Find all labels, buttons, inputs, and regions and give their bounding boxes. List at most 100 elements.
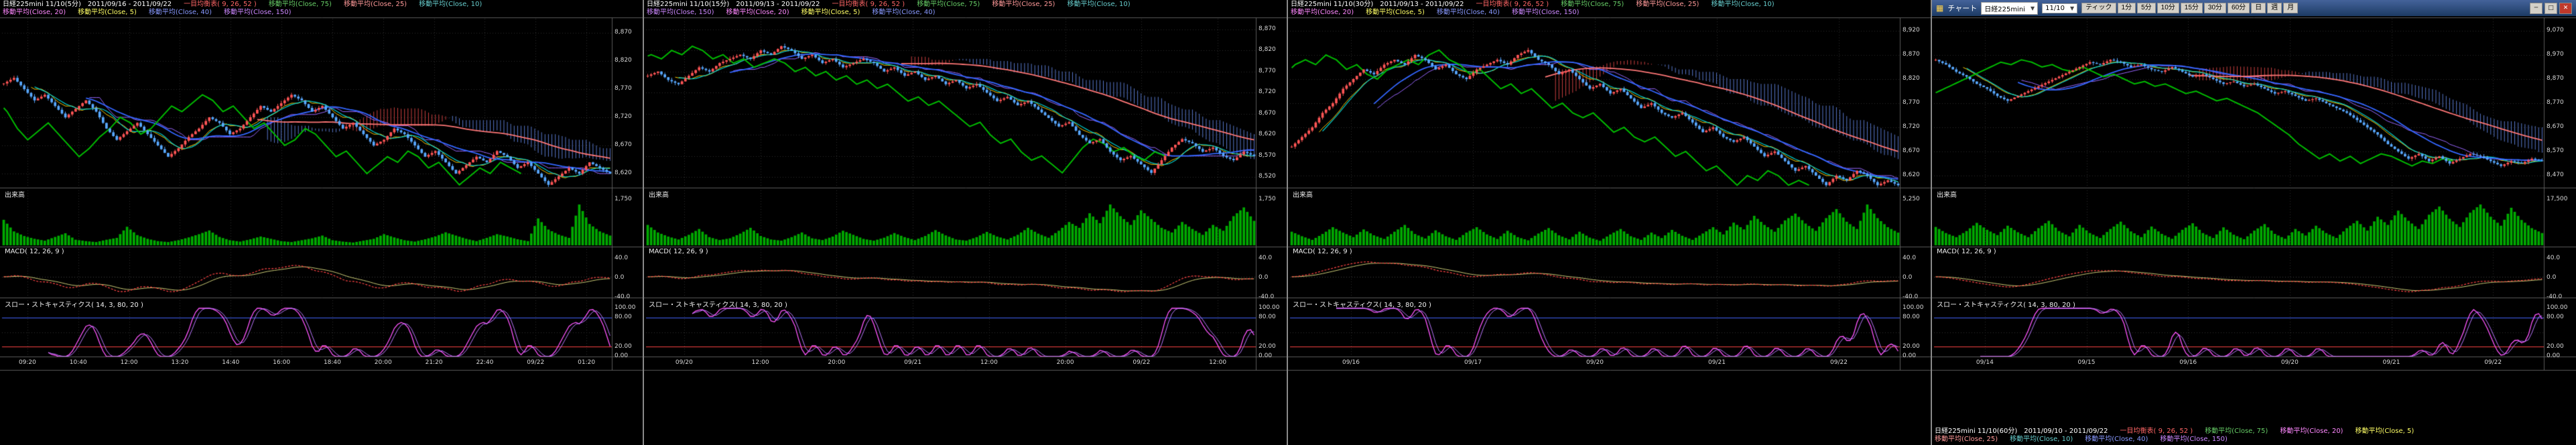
window-titlebar: ▦ チャート 日経225mini ▼ 11/10 ▼ ティック1分5分10分15… (1932, 0, 2576, 16)
time-axis-label: 10:40 (70, 359, 87, 366)
chart-panel-60min: ▦ チャート 日経225mini ▼ 11/10 ▼ ティック1分5分10分15… (1932, 0, 2576, 445)
price-axis-label: 9,070 (2547, 27, 2564, 34)
stoch-axis-label: 20.00 (1903, 343, 1920, 350)
contract-select[interactable]: 11/10 ▼ (2042, 3, 2077, 13)
stoch-axis-label: 20.00 (1259, 343, 1276, 350)
stoch-axis-label: 80.00 (1259, 314, 1276, 320)
period-button-4[interactable]: 15分 (2181, 3, 2203, 13)
price-chart-canvas-5min[interactable] (0, 0, 644, 445)
indicator-label: 一目均衡表( 9, 26, 52 ) (2120, 428, 2193, 435)
macd-section-label: MACD( 12, 26, 9 ) (1937, 248, 1996, 255)
period-button-3[interactable]: 10分 (2157, 3, 2179, 13)
period-button-7[interactable]: 日 (2251, 3, 2266, 13)
macd-section-label: MACD( 12, 26, 9 ) (649, 248, 708, 255)
time-axis-label: 20:00 (375, 359, 392, 366)
time-axis-label: 09/16 (1342, 359, 1360, 366)
indicator-label: 移動平均(Close, 75) (269, 1, 332, 8)
period-button-6[interactable]: 60分 (2228, 3, 2250, 13)
indicator-label: 移動平均(Close, 5) (78, 9, 137, 16)
chart-header: 日経225mini 11/10(5分) 2011/09/16 - 2011/09… (3, 1, 494, 17)
stoch-axis-label: 100.00 (1259, 304, 1280, 311)
time-axis-label: 09/20 (2281, 359, 2299, 366)
indicator-label: 一目均衡表( 9, 26, 52 ) (832, 1, 905, 8)
symbol-select[interactable]: 日経225mini ▼ (1981, 2, 2038, 15)
price-chart-canvas-30min[interactable] (1288, 0, 1932, 445)
indicator-label: 移動平均(Close, 10) (1711, 1, 1774, 8)
time-axis-label: 09/17 (1464, 359, 1482, 366)
stoch-axis-label: 20.00 (615, 343, 632, 350)
indicator-label: 移動平均(Close, 25) (992, 1, 1055, 8)
macd-section-label: MACD( 12, 26, 9 ) (5, 248, 64, 255)
period-button-group: ティック1分5分10分15分30分60分日週月 (2081, 3, 2298, 13)
stoch-axis-label: 100.00 (2547, 304, 2568, 311)
price-axis-label: 8,620 (1903, 172, 1920, 178)
stochastics-section-label: スロー・ストキャスティクス( 14, 3, 80, 20 ) (649, 299, 787, 309)
price-axis-label: 8,720 (615, 113, 632, 120)
price-axis-label: 8,670 (1903, 147, 1920, 154)
indicator-label: 移動平均(Close, 75) (2205, 428, 2268, 435)
price-chart-canvas-15min[interactable] (644, 0, 1288, 445)
time-axis-label: 09/20 (1586, 359, 1604, 366)
indicator-label: 移動平均(Close, 150) (224, 9, 292, 16)
price-axis-label: 8,470 (2547, 172, 2564, 178)
period-button-8[interactable]: 週 (2267, 3, 2282, 13)
trading-app-workspace: 日経225mini 11/10(5分) 2011/09/16 - 2011/09… (0, 0, 2576, 445)
price-axis-label: 8,870 (1903, 51, 1920, 58)
price-axis-label: 8,720 (1259, 88, 1276, 95)
indicator-label: 移動平均(Close, 20) (1291, 9, 1354, 16)
time-axis-label: 09:20 (19, 359, 36, 366)
time-axis-label: 09/21 (904, 359, 921, 366)
macd-section-label: MACD( 12, 26, 9 ) (1293, 248, 1352, 255)
price-axis-label: 8,670 (2547, 123, 2564, 130)
period-button-5[interactable]: 30分 (2204, 3, 2226, 13)
time-axis-label: 09/22 (1133, 359, 1150, 366)
time-axis-label: 09/21 (2383, 359, 2400, 366)
indicator-label: 移動平均(Close, 150) (1512, 9, 1580, 16)
indicator-label: 移動平均(Close, 5) (1366, 9, 1425, 16)
time-axis-label: 13:20 (171, 359, 188, 366)
price-axis-label: 8,720 (1903, 123, 1920, 130)
price-axis-label: 8,870 (2547, 75, 2564, 82)
chevron-down-icon: ▼ (2031, 5, 2035, 11)
price-chart-canvas-60min[interactable] (1932, 0, 2576, 445)
macd-axis-label: 40.0 (2547, 255, 2560, 261)
time-axis-label: 12:00 (980, 359, 998, 366)
indicator-label: 移動平均(Close, 5) (801, 9, 860, 16)
indicator-label: 移動平均(Close, 150) (647, 9, 714, 16)
time-axis-label: 14:40 (222, 359, 239, 366)
indicator-label: 移動平均(Close, 25) (344, 1, 407, 8)
price-axis-label: 8,820 (615, 57, 632, 64)
window-maximize-button[interactable]: □ (2545, 3, 2557, 14)
time-axis-label: 09/22 (527, 359, 544, 366)
indicator-label: 移動平均(Close, 20) (2280, 428, 2343, 435)
indicator-label: 移動平均(Close, 40) (149, 9, 212, 16)
indicator-label: 一目均衡表( 9, 26, 52 ) (184, 1, 257, 8)
period-button-9[interactable]: 月 (2283, 3, 2298, 13)
macd-axis-label: 0.0 (2547, 274, 2556, 281)
time-axis-label: 09/22 (2484, 359, 2502, 366)
time-axis-label: 22:40 (476, 359, 493, 366)
period-button-2[interactable]: 5分 (2137, 3, 2156, 13)
indicator-label: 移動平均(Close, 25) (1636, 1, 1699, 8)
time-axis-label: 20:00 (828, 359, 845, 366)
volume-axis-label: 1,750 (1259, 196, 1276, 202)
period-button-1[interactable]: 1分 (2118, 3, 2136, 13)
period-button-0[interactable]: ティック (2081, 3, 2116, 13)
price-axis-label: 8,870 (1259, 25, 1276, 32)
macd-axis-label: 0.0 (1903, 274, 1912, 281)
price-axis-label: 8,770 (1903, 99, 1920, 106)
chart-panel-15min: 日経225mini 11/10(15分) 2011/09/13 - 2011/0… (644, 0, 1288, 445)
stochastics-section-label: スロー・ストキャスティクス( 14, 3, 80, 20 ) (5, 299, 143, 309)
chart-header: 日経225mini 11/10(15分) 2011/09/13 - 2011/0… (647, 1, 1143, 17)
price-axis-label: 8,670 (615, 141, 632, 148)
chart-header: 日経225mini 11/10(60分) 2011/09/10 - 2011/0… (1935, 428, 2426, 444)
stochastics-section-label: スロー・ストキャスティクス( 14, 3, 80, 20 ) (1293, 299, 1431, 309)
stoch-axis-label: 0.00 (1259, 353, 1272, 359)
indicator-label: 移動平均(Close, 20) (726, 9, 789, 16)
indicator-label: 移動平均(Close, 25) (1935, 436, 1998, 443)
macd-axis-label: -40.0 (1259, 294, 1274, 300)
window-close-button[interactable]: ✕ (2559, 3, 2572, 14)
price-axis-label: 8,570 (2547, 147, 2564, 154)
window-minimize-button[interactable]: ─ (2530, 3, 2542, 14)
window-title: チャート (1947, 3, 1977, 13)
